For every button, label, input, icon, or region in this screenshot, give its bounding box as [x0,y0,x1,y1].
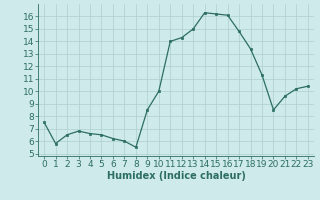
X-axis label: Humidex (Indice chaleur): Humidex (Indice chaleur) [107,171,245,181]
